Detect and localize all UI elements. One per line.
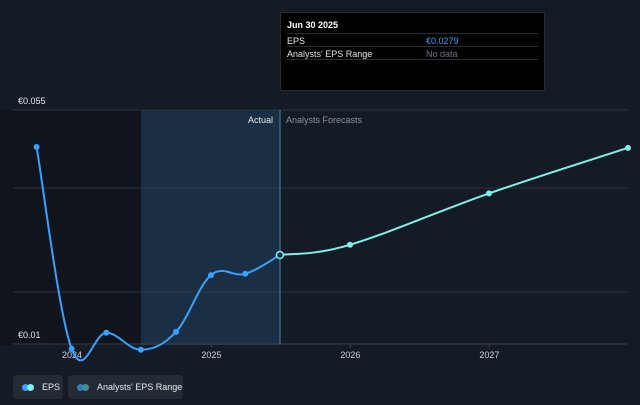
legend-item-eps[interactable]: EPS (13, 375, 63, 399)
highlight-band (141, 110, 280, 345)
tooltip-row-eps: EPS €0.0279 (287, 33, 538, 47)
tooltip-range-value: No data (426, 49, 458, 59)
eps-actual-point[interactable] (33, 143, 40, 150)
legend-item-eps-range[interactable]: Analysts' EPS Range (68, 375, 183, 399)
actual-region-label: Actual (248, 115, 273, 125)
tooltip-title: Jun 30 2025 (287, 20, 339, 30)
eps-range-legend-icon (77, 383, 92, 391)
eps-actual-point[interactable] (103, 329, 110, 336)
tooltip-eps-value: €0.0279 (426, 36, 459, 46)
tooltip-range-label: Analysts' EPS Range (287, 49, 373, 59)
eps-forecast-point[interactable] (625, 144, 631, 151)
range-dot-forecast (82, 383, 89, 391)
eps-dot-past (22, 383, 29, 391)
eps-forecast-point[interactable] (486, 190, 492, 197)
eps-actual-point[interactable] (242, 270, 249, 277)
forecast-region-label: Analysts Forecasts (286, 115, 363, 125)
legend-range-label: Analysts' EPS Range (97, 382, 183, 392)
range-dot-past (77, 383, 84, 391)
x-tick-label: 2024 (62, 350, 82, 360)
eps-actual-point[interactable] (68, 345, 75, 352)
tooltip: Jun 30 2025 EPS €0.0279 Analysts' EPS Ra… (280, 12, 545, 91)
x-tick-label: 2027 (479, 350, 499, 360)
tooltip-row-divider (287, 59, 538, 60)
x-axis-ticks: 2024 2025 2026 2027 (62, 344, 499, 360)
eps-actual-point[interactable] (137, 346, 144, 353)
x-tick-label: 2026 (340, 350, 360, 360)
past-shade (0, 110, 141, 345)
y-label-bottom: €0.01 (18, 330, 41, 340)
tooltip-row-range: Analysts' EPS Range No data (287, 46, 538, 60)
x-tick-label: 2025 (201, 350, 221, 360)
eps-dot-forecast (27, 383, 34, 391)
eps-forecast-point[interactable] (347, 241, 353, 248)
legend-eps-label: EPS (42, 382, 61, 392)
tooltip-eps-label: EPS (287, 36, 306, 46)
eps-forecast-line (279, 146, 629, 257)
y-label-top: €0.055 (18, 96, 46, 106)
series-layer (33, 143, 631, 362)
eps-forecast-point[interactable] (275, 250, 285, 260)
eps-legend-icon (22, 383, 37, 391)
eps-actual-point[interactable] (172, 328, 179, 335)
eps-actual-point[interactable] (208, 272, 214, 279)
